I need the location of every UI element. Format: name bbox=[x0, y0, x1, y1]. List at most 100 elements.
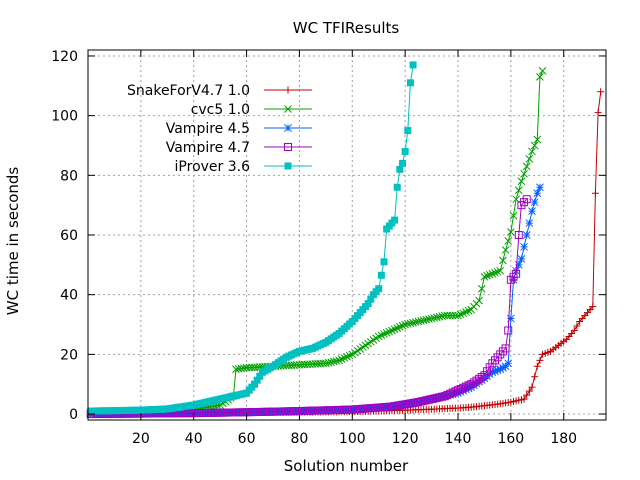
data-point bbox=[380, 258, 388, 266]
legend-label: Vampire 4.7 bbox=[166, 140, 250, 156]
data-point bbox=[396, 323, 404, 331]
data-point bbox=[385, 327, 394, 336]
legend-label: iProver 3.6 bbox=[175, 159, 251, 175]
data-point bbox=[393, 183, 401, 191]
data-point bbox=[514, 231, 523, 239]
data-point bbox=[499, 256, 507, 265]
data-point bbox=[454, 386, 462, 395]
data-point bbox=[446, 391, 454, 399]
data-point bbox=[520, 169, 528, 178]
data-point bbox=[498, 347, 507, 356]
data-point bbox=[512, 269, 521, 278]
data-point bbox=[523, 391, 531, 399]
data-point bbox=[440, 392, 449, 401]
x-axis-title: Solution number bbox=[284, 457, 409, 475]
y-axis-title: WC time in seconds bbox=[4, 167, 22, 316]
data-point bbox=[528, 147, 536, 156]
data-point bbox=[517, 201, 526, 210]
data-point bbox=[251, 380, 258, 388]
data-point bbox=[570, 326, 578, 334]
x-tick-label: 40 bbox=[185, 431, 203, 447]
x-tick-label: 60 bbox=[238, 431, 256, 447]
data-point bbox=[477, 373, 486, 382]
data-point bbox=[491, 367, 499, 376]
data-point bbox=[493, 353, 502, 362]
data-point bbox=[517, 255, 526, 263]
data-point bbox=[530, 141, 539, 150]
data-point bbox=[432, 393, 441, 402]
data-point bbox=[491, 356, 499, 365]
data-point bbox=[430, 394, 439, 403]
grid-lines bbox=[88, 50, 606, 420]
data-point bbox=[401, 147, 409, 155]
data-point bbox=[488, 368, 497, 377]
series-layer bbox=[86, 61, 605, 419]
data-point bbox=[446, 389, 455, 398]
y-tick-label: 120 bbox=[51, 49, 78, 65]
legend-label: SnakeForV4.7 1.0 bbox=[127, 83, 250, 99]
data-point bbox=[533, 362, 541, 370]
data-point bbox=[504, 359, 513, 368]
legend: SnakeForV4.7 1.0 cvc5 1.0 Vampire 4.5 Vampi… bbox=[127, 83, 312, 175]
data-point bbox=[393, 324, 402, 332]
data-point bbox=[520, 243, 528, 251]
data-point bbox=[517, 177, 526, 186]
data-point bbox=[506, 275, 515, 284]
data-point bbox=[499, 363, 507, 372]
data-point bbox=[456, 384, 465, 393]
data-point bbox=[461, 382, 470, 391]
data-point bbox=[462, 385, 470, 394]
data-point bbox=[522, 162, 531, 171]
legend-label: cvc5 1.0 bbox=[191, 102, 250, 118]
data-point bbox=[391, 216, 399, 224]
x-tick-label: 160 bbox=[497, 431, 524, 447]
data-point bbox=[531, 373, 539, 381]
data-point bbox=[528, 207, 536, 215]
data-point bbox=[382, 329, 391, 337]
data-point bbox=[488, 359, 497, 368]
data-point bbox=[377, 331, 386, 340]
data-point bbox=[491, 268, 499, 277]
data-point bbox=[514, 186, 523, 195]
data-point bbox=[536, 183, 544, 192]
data-point bbox=[509, 211, 518, 220]
data-point bbox=[464, 381, 473, 390]
legend-label: Vampire 4.5 bbox=[166, 121, 250, 137]
data-point bbox=[367, 295, 375, 303]
data-point bbox=[284, 105, 292, 113]
y-tick-label: 40 bbox=[60, 288, 78, 304]
data-point bbox=[597, 88, 605, 96]
data-point bbox=[388, 326, 396, 335]
data-point bbox=[396, 165, 404, 173]
data-point bbox=[456, 388, 465, 396]
data-point bbox=[345, 351, 354, 360]
data-point bbox=[470, 381, 478, 390]
data-point bbox=[472, 379, 481, 388]
data-point bbox=[459, 386, 468, 395]
data-point bbox=[501, 246, 510, 254]
data-point bbox=[253, 376, 261, 384]
y-tick-label: 0 bbox=[69, 407, 78, 423]
data-point bbox=[477, 376, 486, 384]
x-tick-label: 120 bbox=[392, 431, 419, 447]
y-tick-label: 20 bbox=[60, 347, 78, 363]
y-tick-label: 100 bbox=[51, 109, 78, 125]
x-tick-label: 20 bbox=[132, 431, 150, 447]
data-point bbox=[398, 321, 407, 330]
data-point bbox=[525, 219, 534, 227]
data-point bbox=[514, 260, 523, 269]
data-point bbox=[493, 267, 502, 276]
series-vampire-4-7 bbox=[86, 195, 531, 419]
data-point bbox=[538, 67, 547, 75]
data-point bbox=[496, 365, 505, 374]
data-point bbox=[448, 388, 457, 397]
data-point bbox=[533, 135, 542, 144]
data-point bbox=[594, 109, 602, 117]
data-point bbox=[536, 73, 544, 81]
data-point bbox=[451, 387, 460, 396]
data-point bbox=[443, 390, 452, 399]
data-point bbox=[443, 391, 452, 400]
data-point bbox=[475, 296, 483, 305]
data-point bbox=[504, 326, 513, 335]
